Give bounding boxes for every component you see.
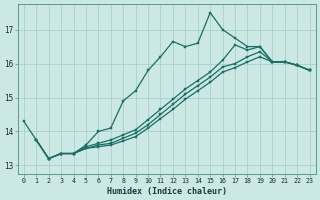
X-axis label: Humidex (Indice chaleur): Humidex (Indice chaleur) bbox=[107, 187, 227, 196]
